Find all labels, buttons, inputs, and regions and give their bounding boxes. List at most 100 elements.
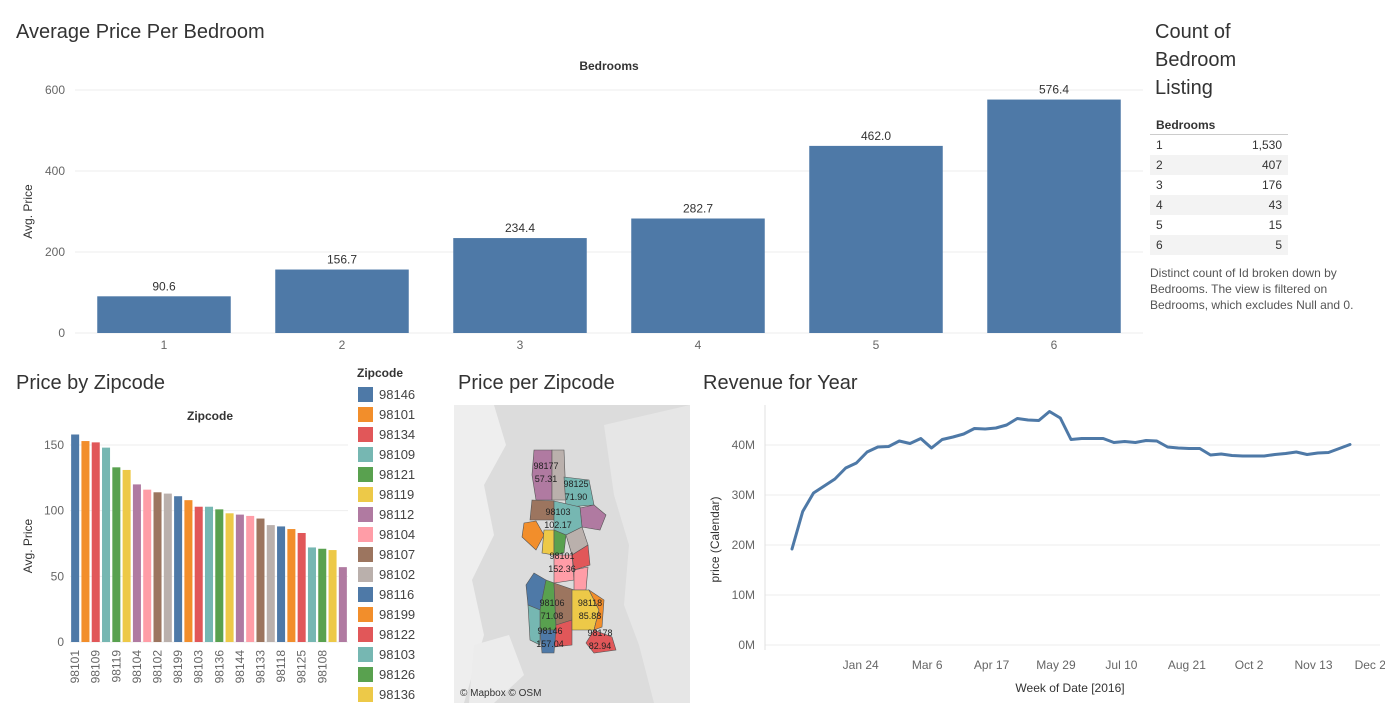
legend-item[interactable]: 98199	[355, 604, 440, 624]
legend-item[interactable]: 98136	[355, 684, 440, 704]
legend-item[interactable]: 98146	[355, 384, 440, 404]
legend-item[interactable]: 98116	[355, 584, 440, 604]
bar[interactable]	[97, 296, 231, 333]
bar[interactable]	[225, 513, 234, 642]
map-zip-area[interactable]	[588, 589, 605, 631]
revenue-line-chart[interactable]: 0M 10M 20M 30M 40M price (Calendar) Jan 24 Mar …	[700, 400, 1385, 700]
row-label: 6	[1150, 235, 1193, 255]
bar[interactable]	[112, 467, 121, 642]
legend-item[interactable]: 98109	[355, 444, 440, 464]
bar[interactable]	[215, 509, 224, 642]
bar[interactable]	[275, 269, 409, 333]
bar[interactable]	[453, 238, 587, 333]
map-zip-area[interactable]	[585, 629, 617, 654]
table-row[interactable]: 3 176	[1150, 175, 1288, 195]
bar[interactable]	[163, 493, 172, 642]
map-value-label: 85.88	[579, 611, 602, 621]
zipcode-map[interactable]: 98177 57.31 98125 71.90 98103 102.17 981…	[454, 405, 690, 703]
bar[interactable]	[277, 526, 286, 642]
map-zip-area[interactable]	[553, 529, 567, 556]
bar[interactable]	[132, 484, 141, 642]
map-zip-area[interactable]	[571, 544, 591, 571]
bar[interactable]	[809, 145, 943, 333]
legend-label: 98199	[379, 606, 416, 622]
legend-item[interactable]: 98101	[355, 404, 440, 424]
zipcode-legend[interactable]: Zipcode 98146 98101 98134 98109 98121 98119 98…	[355, 364, 440, 716]
bar[interactable]	[143, 489, 152, 642]
bar[interactable]	[987, 99, 1121, 333]
map-zip-area[interactable]	[527, 604, 541, 646]
bar[interactable]	[122, 469, 131, 642]
bar[interactable]	[153, 492, 162, 642]
row-label: 4	[1150, 195, 1193, 215]
legend-item[interactable]: 98119	[355, 484, 440, 504]
bar[interactable]	[297, 532, 306, 642]
zipcode-bar-chart[interactable]: Zipcode 0 50 100 150 Avg. Price 98101 98109 9811…	[0, 400, 355, 716]
legend-item[interactable]: 98134	[355, 424, 440, 444]
legend-label: 98146	[379, 386, 416, 402]
bar[interactable]	[328, 550, 337, 642]
bar[interactable]	[174, 496, 183, 642]
legend-item[interactable]: 98104	[355, 524, 440, 544]
bedroom-bar-chart[interactable]: Bedrooms 0 200 400 600 Avg. Price 90.6 1 156.7 2 2…	[0, 50, 1150, 360]
legend-swatch	[358, 586, 373, 602]
bar[interactable]	[184, 500, 193, 642]
map-zip-area[interactable]	[521, 520, 545, 551]
x-tick-label: Dec 25	[1355, 658, 1385, 672]
x-tick-label: 5	[873, 338, 880, 352]
legend-swatch	[358, 686, 373, 702]
map-zip-label: 98125	[563, 479, 588, 489]
bar[interactable]	[287, 529, 296, 642]
count-caption: Distinct count of Id broken down by Bedr…	[1150, 266, 1354, 312]
map-zip-area[interactable]	[579, 504, 607, 531]
table-row[interactable]: 2 407	[1150, 155, 1288, 175]
bar[interactable]	[246, 515, 255, 642]
bar[interactable]	[338, 567, 347, 642]
x-tick-label: Nov 13	[1294, 658, 1332, 672]
map-zip-area[interactable]	[531, 449, 553, 501]
row-value: 407	[1192, 155, 1288, 175]
map-zip-area[interactable]	[539, 629, 557, 654]
map-value-label: 152.36	[548, 564, 576, 574]
legend-label: 98109	[379, 446, 416, 462]
revenue-line[interactable]	[790, 410, 1352, 551]
legend-swatch	[358, 386, 373, 402]
bar[interactable]	[204, 506, 214, 642]
x-tick-label: 3	[517, 338, 524, 352]
bar[interactable]	[266, 525, 275, 642]
x-tick-label: Aug 21	[1168, 658, 1206, 672]
bar[interactable]	[256, 518, 265, 642]
legend-item[interactable]: 98126	[355, 664, 440, 684]
y-axis-label: Avg. Price	[21, 184, 35, 239]
legend-item[interactable]: 98103	[355, 644, 440, 664]
table-row[interactable]: 4 43	[1150, 195, 1288, 215]
bar[interactable]	[71, 434, 80, 642]
table-row[interactable]: 5 15	[1150, 215, 1288, 235]
bar[interactable]	[81, 441, 90, 642]
map-credit[interactable]: © Mapbox © OSM	[460, 688, 542, 699]
bar[interactable]	[318, 548, 327, 642]
legend-swatch	[358, 446, 373, 462]
y-tick-label: 0	[57, 635, 64, 649]
legend-label: 98112	[379, 506, 415, 522]
bar[interactable]	[631, 218, 765, 333]
map-zip-area[interactable]	[573, 566, 589, 591]
bar[interactable]	[235, 514, 244, 642]
legend-swatch	[358, 486, 373, 502]
map-value-label: 82.94	[589, 641, 612, 651]
y-tick-label: 0M	[738, 638, 755, 652]
legend-item[interactable]: 98121	[355, 464, 440, 484]
chart-header: Zipcode	[187, 409, 233, 423]
bar[interactable]	[91, 442, 100, 642]
legend-item[interactable]: 98102	[355, 564, 440, 584]
bar[interactable]	[307, 547, 316, 642]
table-row[interactable]: 1 1,530	[1150, 135, 1288, 156]
legend-item[interactable]: 98107	[355, 544, 440, 564]
y-tick-label: 600	[45, 83, 65, 97]
legend-item[interactable]: 98112	[355, 504, 440, 524]
legend-item[interactable]: 98122	[355, 624, 440, 644]
bar[interactable]	[102, 447, 111, 642]
bar[interactable]	[194, 506, 203, 642]
